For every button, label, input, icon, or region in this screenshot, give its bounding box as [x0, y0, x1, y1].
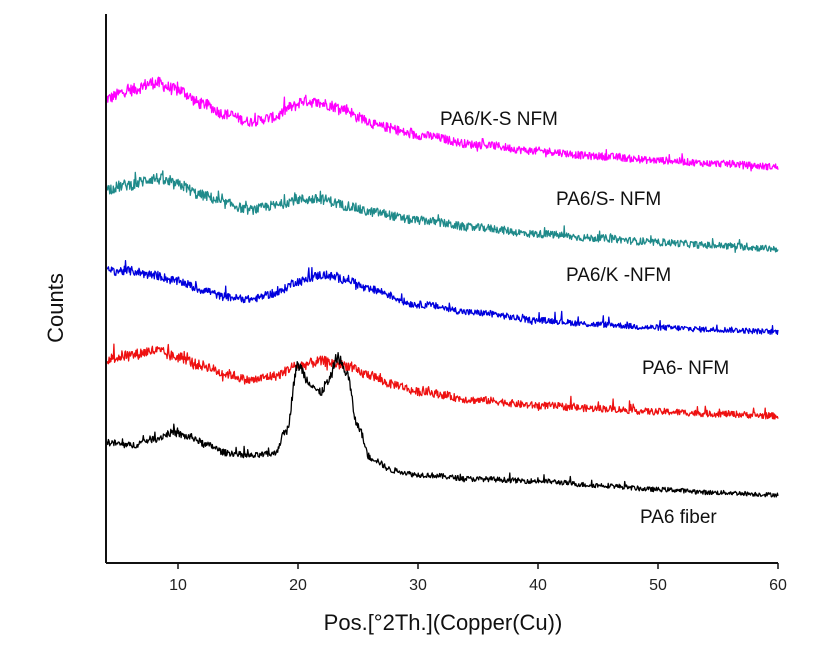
x-ticks: 10 20 30 40 50 60 [169, 563, 787, 594]
x-tick-label-40: 40 [529, 577, 547, 594]
x-axis-title: Pos.[°2Th.](Copper(Cu)) [324, 610, 563, 635]
plot-area: 10 20 30 40 50 60 [105, 14, 787, 594]
x-tick-label-30: 30 [409, 577, 427, 594]
series-label-pa6-s-nfm: PA6/S- NFM [556, 189, 661, 210]
y-axis-title: Counts [43, 273, 68, 343]
series-line-4 [105, 352, 779, 498]
x-tick-label-10: 10 [169, 577, 187, 594]
series-line-3 [105, 343, 779, 420]
series-label-pa6-nfm: PA6- NFM [642, 358, 729, 379]
series-label-pa6-ks-nfm: PA6/K-S NFM [440, 109, 558, 130]
series-line-0 [105, 76, 779, 172]
series-layer [105, 76, 779, 498]
series-labels: PA6/K-S NFM PA6/S- NFM PA6/K -NFM PA6- N… [440, 109, 729, 528]
series-line-2 [105, 259, 779, 336]
x-tick-label-20: 20 [289, 577, 307, 594]
series-line-1 [105, 170, 779, 253]
x-tick-label-50: 50 [649, 577, 667, 594]
series-label-pa6-k-nfm: PA6/K -NFM [566, 265, 671, 286]
series-label-pa6-fiber: PA6 fiber [640, 507, 717, 528]
x-tick-label-60: 60 [769, 577, 787, 594]
